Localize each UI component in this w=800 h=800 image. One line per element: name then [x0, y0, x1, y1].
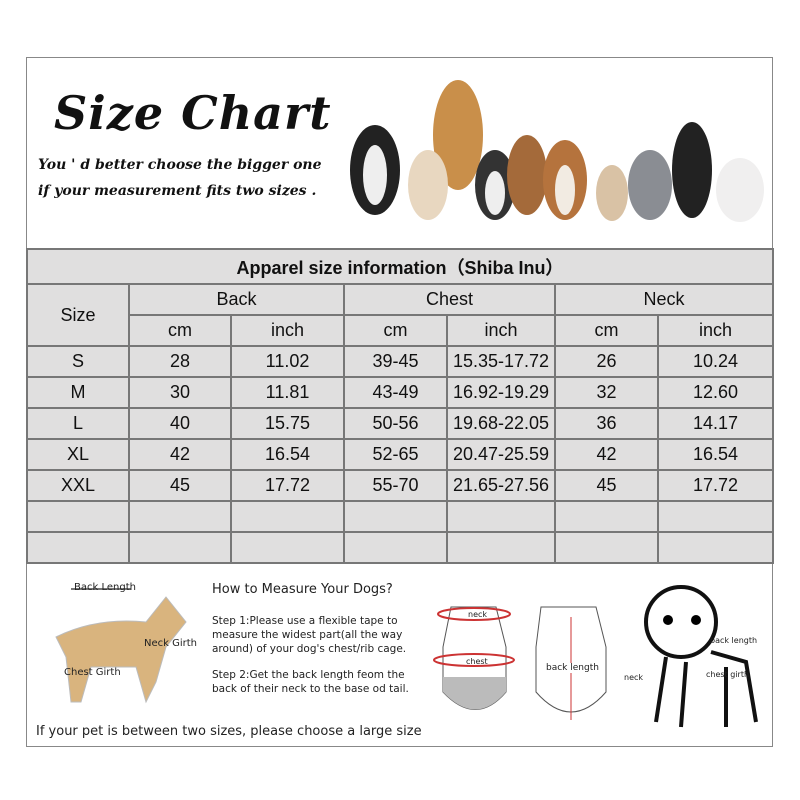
- value-cell: 11.81: [230, 376, 345, 409]
- value-cell: 12.60: [657, 376, 774, 409]
- value-cell: 55-70: [343, 469, 448, 502]
- size-cell: L: [26, 407, 130, 440]
- value-cell: 16.54: [657, 438, 774, 471]
- unit-header: inch: [446, 314, 556, 347]
- value-cell: 15.75: [230, 407, 345, 440]
- value-cell: 50-56: [343, 407, 448, 440]
- measure-heading: How to Measure Your Dogs?: [212, 582, 393, 597]
- value-cell: 43-49: [343, 376, 448, 409]
- size-cell: XXL: [26, 469, 130, 502]
- value-cell: 21.65-27.56: [446, 469, 556, 502]
- husky-diagram: [55, 588, 187, 704]
- measure-section: Back Length Neck Girth Chest Girth How t…: [26, 567, 773, 748]
- value-cell: 11.02: [230, 345, 345, 378]
- empty-cell: [446, 500, 556, 533]
- vest-front-diagram: [433, 606, 515, 710]
- empty-row: [26, 500, 774, 533]
- empty-cell: [657, 500, 774, 533]
- unit-header: inch: [230, 314, 345, 347]
- value-cell: 26: [554, 345, 659, 378]
- size-table: Apparel size information（Shiba Inu） Size…: [26, 248, 774, 564]
- value-cell: 17.72: [230, 469, 345, 502]
- neck-header: Neck: [554, 283, 774, 316]
- value-cell: 19.68-22.05: [446, 407, 556, 440]
- chest-girth-label: Chest Girth: [64, 667, 121, 678]
- unit-header: cm: [128, 314, 232, 347]
- value-cell: 42: [128, 438, 232, 471]
- dog-illustration: [350, 80, 764, 222]
- value-cell: 15.35-17.72: [446, 345, 556, 378]
- value-cell: 36: [554, 407, 659, 440]
- empty-cell: [26, 531, 130, 564]
- chest-header: Chest: [343, 283, 556, 316]
- value-cell: 20.47-25.59: [446, 438, 556, 471]
- subtitle-line-1: You ' d better choose the bigger one: [38, 157, 322, 173]
- value-cell: 17.72: [657, 469, 774, 502]
- vest-neck-label: neck: [468, 610, 488, 619]
- size-note: If your pet is between two sizes, please…: [36, 724, 422, 739]
- page-title: Size Chart: [54, 86, 332, 140]
- empty-cell: [230, 500, 345, 533]
- puppy-diagram: [644, 585, 758, 728]
- table-row: S 28 11.02 39-45 15.35-17.72 26 10.24: [26, 345, 774, 378]
- vest-chest-label: chest: [466, 657, 488, 666]
- value-cell: 32: [554, 376, 659, 409]
- empty-cell: [657, 531, 774, 564]
- value-cell: 30: [128, 376, 232, 409]
- dogs-photo: [350, 80, 764, 222]
- back-length-label: Back Length: [74, 582, 136, 593]
- table-row: L 40 15.75 50-56 19.68-22.05 36 14.17: [26, 407, 774, 440]
- empty-cell: [446, 531, 556, 564]
- value-cell: 42: [554, 438, 659, 471]
- empty-cell: [26, 500, 130, 533]
- neck-girth-label: Neck Girth: [144, 638, 197, 649]
- step-2: Step 2:Get the back length feom the back…: [212, 669, 409, 695]
- value-cell: 45: [128, 469, 232, 502]
- table-row: XL 42 16.54 52-65 20.47-25.59 42 16.54: [26, 438, 774, 471]
- unit-header: inch: [657, 314, 774, 347]
- value-cell: 16.54: [230, 438, 345, 471]
- value-cell: 45: [554, 469, 659, 502]
- value-cell: 10.24: [657, 345, 774, 378]
- vest-back-length-label: back length: [546, 663, 599, 673]
- size-cell: S: [26, 345, 130, 378]
- puppy-back-length-label: back length: [710, 636, 758, 645]
- empty-cell: [343, 500, 448, 533]
- puppy-neck-label: neck: [624, 673, 644, 682]
- empty-cell: [128, 500, 232, 533]
- value-cell: 16.92-19.29: [446, 376, 556, 409]
- value-cell: 28: [128, 345, 232, 378]
- unit-header: cm: [343, 314, 448, 347]
- empty-cell: [554, 500, 659, 533]
- empty-cell: [230, 531, 345, 564]
- size-cell: XL: [26, 438, 130, 471]
- size-header: Size: [26, 283, 130, 347]
- empty-cell: [554, 531, 659, 564]
- table-title: Apparel size information（Shiba Inu）: [26, 248, 774, 285]
- value-cell: 52-65: [343, 438, 448, 471]
- empty-cell: [128, 531, 232, 564]
- step-1: Step 1:Please use a flexible tape to mea…: [212, 615, 407, 655]
- empty-row: [26, 531, 774, 564]
- size-cell: M: [26, 376, 130, 409]
- back-header: Back: [128, 283, 345, 316]
- puppy-chest-girth-label: chest girth: [706, 670, 750, 679]
- value-cell: 39-45: [343, 345, 448, 378]
- table-row: XXL 45 17.72 55-70 21.65-27.56 45 17.72: [26, 469, 774, 502]
- value-cell: 40: [128, 407, 232, 440]
- table-row: M 30 11.81 43-49 16.92-19.29 32 12.60: [26, 376, 774, 409]
- value-cell: 14.17: [657, 407, 774, 440]
- unit-header: cm: [554, 314, 659, 347]
- subtitle-line-2: if your measurement fits two sizes .: [38, 183, 317, 199]
- empty-cell: [343, 531, 448, 564]
